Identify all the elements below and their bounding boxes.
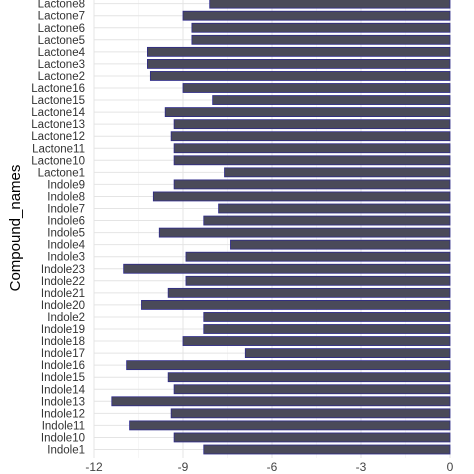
y-tick-label: Lactone7 xyxy=(38,11,85,23)
y-tick-label: Indole9 xyxy=(47,179,85,191)
y-tick-label: Lactone1 xyxy=(38,167,85,179)
y-tick-label: Indole1 xyxy=(47,445,85,457)
bar-indole3 xyxy=(185,251,451,262)
bar-lactone6 xyxy=(191,22,451,33)
y-tick-label: Indole4 xyxy=(47,240,85,252)
bar-indole11 xyxy=(129,420,451,431)
x-tick-label: -3 xyxy=(356,460,367,474)
bar-indole2 xyxy=(203,312,451,322)
y-tick-label: Indole22 xyxy=(41,276,85,288)
bar-indole23 xyxy=(123,263,451,274)
bar-indole8 xyxy=(152,191,451,202)
x-tick-label: 0 xyxy=(447,460,454,474)
y-tick-label: Lactone2 xyxy=(38,71,85,83)
bar-indole22 xyxy=(185,275,451,286)
bar-indole19 xyxy=(203,324,451,334)
y-tick-label: Indole23 xyxy=(41,264,85,276)
bar-indole14 xyxy=(173,384,451,395)
bar-lactone14 xyxy=(164,107,451,117)
x-tick-label: -12 xyxy=(85,460,103,474)
y-tick-label: Lactone13 xyxy=(31,119,85,131)
bar-lactone4 xyxy=(146,46,451,57)
y-tick-label: Lactone4 xyxy=(38,47,86,59)
bars xyxy=(111,0,451,455)
y-tick-label: Indole19 xyxy=(41,324,85,336)
bar-indole12 xyxy=(170,408,451,419)
y-tick-label: Lactone14 xyxy=(31,107,85,119)
bar-lactone10 xyxy=(173,155,451,166)
bar-lactone15 xyxy=(212,95,451,105)
y-tick-label: Lactone3 xyxy=(38,59,85,71)
y-tick-label: Indole7 xyxy=(47,204,85,216)
y-tick-label: Indole20 xyxy=(41,300,85,312)
bar-indole17 xyxy=(244,348,451,359)
y-tick-label: Indole5 xyxy=(47,228,85,240)
y-tick-label: Lactone11 xyxy=(32,143,85,155)
bar-indole13 xyxy=(111,396,451,407)
y-tick-label: Lactone16 xyxy=(31,83,85,95)
bar-indole15 xyxy=(167,372,451,383)
y-tick-label: Indole15 xyxy=(41,372,85,384)
y-tick-label: Lactone12 xyxy=(31,131,85,143)
bar-indole21 xyxy=(167,287,451,298)
y-tick-label: Indole2 xyxy=(47,312,85,324)
bar-indole18 xyxy=(182,336,451,346)
y-tick-label: Lactone6 xyxy=(38,23,85,35)
bar-lactone12 xyxy=(170,131,451,142)
bar-lactone8 xyxy=(209,0,451,9)
bar-lactone3 xyxy=(146,59,451,69)
y-tick-label: Lactone10 xyxy=(31,155,85,167)
bar-indole20 xyxy=(141,299,451,310)
y-tick-label: Indole14 xyxy=(41,384,86,396)
bar-lactone16 xyxy=(182,83,451,93)
x-tick-label: -6 xyxy=(267,460,278,474)
y-tick-label: Indole18 xyxy=(41,336,85,348)
y-tick-label: Lactone8 xyxy=(38,0,85,11)
bar-indole1 xyxy=(203,444,451,455)
bar-lactone2 xyxy=(149,71,451,81)
y-tick-labels: Indole1Indole10Indole11Indole12Indole13I… xyxy=(31,0,85,457)
bar-lactone5 xyxy=(191,34,451,45)
x-tick-labels: -12 -9 -6 -3 0 xyxy=(85,460,453,474)
y-tick-label: Indole13 xyxy=(41,396,85,408)
bar-indole6 xyxy=(203,215,451,226)
y-tick-label: Lactone15 xyxy=(31,95,85,107)
y-axis-label: Compound_names xyxy=(7,165,24,292)
y-tick-label: Indole10 xyxy=(41,432,85,444)
bar-indole7 xyxy=(218,203,451,214)
bar-indole5 xyxy=(158,227,451,238)
bar-indole4 xyxy=(230,239,451,250)
bar-indole9 xyxy=(173,179,451,190)
y-tick-label: Indole11 xyxy=(42,420,85,432)
y-tick-label: Indole6 xyxy=(47,216,85,228)
bar-indole16 xyxy=(126,360,451,371)
y-tick-label: Indole12 xyxy=(41,408,85,420)
y-tick-label: Indole16 xyxy=(41,360,85,372)
bar-lactone11 xyxy=(173,143,451,154)
y-tick-label: Indole8 xyxy=(47,191,85,203)
y-tick-label: Indole21 xyxy=(41,288,85,300)
x-tick-label: -9 xyxy=(178,460,189,474)
bar-lactone7 xyxy=(182,10,451,21)
y-tick-label: Lactone5 xyxy=(38,35,85,47)
bar-indole10 xyxy=(173,432,451,443)
bar-lactone13 xyxy=(173,119,451,130)
y-tick-label: Indole17 xyxy=(41,348,85,360)
y-tick-label: Indole3 xyxy=(47,252,85,264)
bar-lactone1 xyxy=(224,167,451,178)
